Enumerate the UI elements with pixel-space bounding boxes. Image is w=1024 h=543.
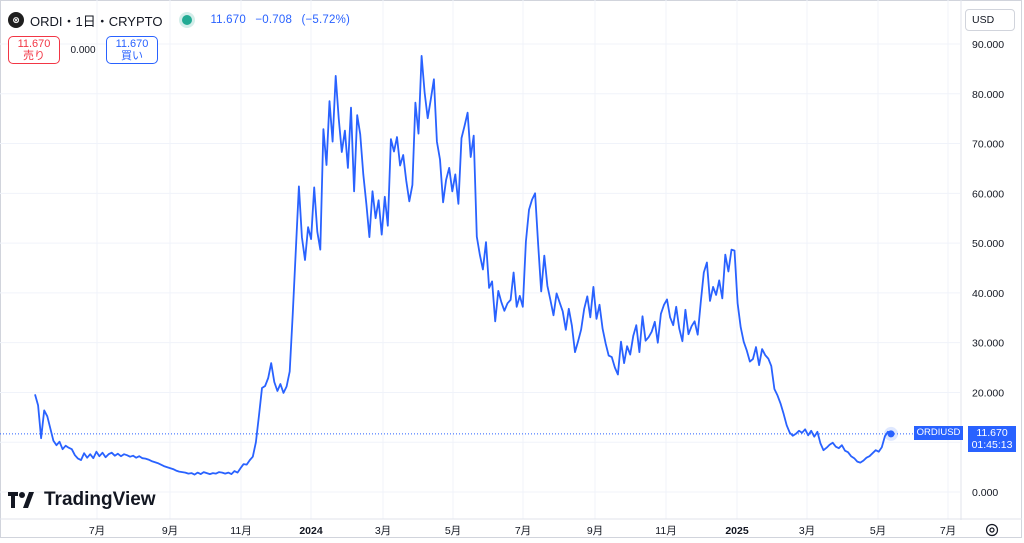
x-tick-label: 2025 [725, 525, 749, 537]
y-tick-label: 60.000 [972, 188, 1004, 200]
currency-selector[interactable]: USD [965, 9, 1015, 31]
y-tick-label: 0.000 [972, 487, 998, 499]
sell-label: 売り [23, 50, 45, 62]
buy-button[interactable]: 11.670 買い [106, 36, 158, 64]
symbol-title[interactable]: ORDI・1日・CRYPTO [30, 13, 163, 29]
tradingview-wordmark: TradingView [44, 489, 156, 510]
last-price-marker [884, 426, 898, 441]
x-tick-label: 9月 [587, 525, 603, 537]
ordi-logo-icon: ⊗ [8, 12, 24, 28]
y-tick-label: 50.000 [972, 238, 1004, 250]
x-tick-label: 3月 [375, 525, 391, 537]
grid-lines [0, 0, 960, 519]
price-change: −0.708 [255, 14, 293, 26]
market-status-icon[interactable] [182, 15, 193, 25]
sell-price: 11.670 [17, 38, 51, 50]
x-tick-label: 7月 [940, 525, 956, 537]
x-tick-label: 11月 [230, 525, 251, 537]
tag-countdown: 01:45:13 [971, 439, 1013, 451]
y-tick-label: 20.000 [972, 387, 1004, 399]
x-tick-label: 2024 [299, 525, 323, 537]
x-tick-label: 5月 [445, 525, 461, 537]
settings-icon[interactable] [984, 522, 1000, 538]
price-change-percent: (−5.72%) [301, 14, 351, 26]
last-price: 11.670 [210, 14, 246, 26]
buy-price: 11.670 [115, 38, 149, 50]
y-tick-label: 90.000 [972, 39, 1004, 51]
tradingview-logo-icon [8, 491, 38, 509]
x-tick-label: 11月 [655, 525, 676, 537]
price-info: 11.670 −0.708 (−5.72%) [210, 14, 356, 26]
tradingview-logo[interactable]: TradingView [8, 489, 156, 511]
y-tick-label: 30.000 [972, 338, 1004, 350]
symbol-price-tag: ORDIUSD [914, 426, 963, 440]
x-tick-label: 7月 [89, 525, 105, 537]
buy-label: 買い [121, 50, 143, 62]
x-tick-label: 3月 [799, 525, 815, 537]
x-tick-label: 9月 [162, 525, 178, 537]
price-series-line [34, 55, 892, 476]
sell-button[interactable]: 11.670 売り [8, 36, 60, 64]
trade-panel: 11.670 売り 0.000 11.670 買い [8, 36, 158, 64]
spread-value: 0.000 [70, 44, 96, 56]
tag-price: 11.670 [976, 427, 1008, 439]
y-tick-label: 80.000 [972, 89, 1004, 101]
last-price-tag: 11.670 01:45:13 [968, 426, 1016, 452]
x-tick-label: 7月 [515, 525, 531, 537]
last-point-dot [887, 430, 895, 438]
y-tick-label: 70.000 [972, 139, 1004, 151]
symbol-header: ⊗ ORDI・1日・CRYPTO 11.670 −0.708 (−5.72%) [8, 11, 356, 29]
x-tick-label: 5月 [870, 525, 886, 537]
time-axis[interactable]: 7月 9月 11月 2024 3月 5月 7月 9月 11月 2025 3月 5月 7月 [89, 525, 956, 537]
y-tick-label: 40.000 [972, 288, 1004, 300]
